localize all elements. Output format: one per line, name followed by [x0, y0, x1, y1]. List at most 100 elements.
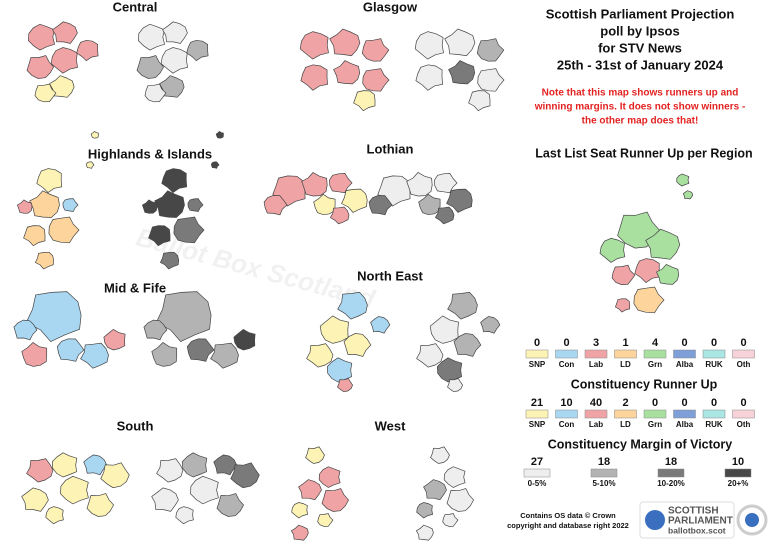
constituency-runner-up — [36, 168, 63, 193]
constituency-margin — [233, 328, 256, 351]
constituency-margin — [414, 31, 444, 60]
logo-badge — [736, 504, 768, 536]
region-list-runner-up — [599, 237, 626, 263]
title-line: 25th - 31st of January 2024 — [557, 57, 724, 72]
constituency-margin — [453, 333, 482, 357]
logo: SCOTTISH PARLIAMENT ballotbox.scot — [639, 501, 768, 539]
constituency-runner-up — [28, 23, 56, 51]
constituency-margin — [447, 291, 478, 320]
legend-count: 0 — [563, 337, 569, 349]
constituency-margin — [216, 493, 245, 517]
constituency-margin — [151, 487, 179, 512]
constituency-margin — [136, 55, 165, 79]
legend-party: Oth — [737, 360, 751, 369]
legend-swatch — [702, 349, 726, 359]
region-title: West — [375, 418, 406, 433]
constituency-margin — [159, 251, 180, 270]
constituency-margin — [186, 338, 215, 362]
constituency-runner-up — [34, 251, 55, 270]
title-line: Scottish Parliament Projection — [546, 6, 735, 21]
legend-party: Lab — [589, 420, 603, 429]
legend-swatch — [584, 409, 608, 419]
region-title: Highlands & Islands — [88, 146, 212, 161]
legend-swatch — [614, 409, 637, 419]
margin-swatch — [657, 468, 685, 478]
section-title: Constituency Margin of Victory — [548, 437, 733, 451]
legend-party: Lab — [589, 360, 603, 369]
constituency-runner-up — [52, 21, 78, 44]
legend-swatch — [732, 349, 755, 359]
legend-swatch — [584, 349, 608, 359]
constituency-margin — [181, 452, 208, 478]
constituency-margin — [148, 225, 171, 247]
constituency-margin — [442, 513, 459, 527]
legend-swatch — [643, 349, 667, 359]
constituency-runner-up — [23, 225, 46, 247]
constituency-runner-up — [49, 75, 75, 98]
constituency-runner-up — [305, 446, 325, 464]
legend-count: 0 — [534, 337, 540, 349]
constituency-runner-up — [86, 493, 115, 517]
constituency-margin — [211, 161, 220, 169]
legend-party: LD — [620, 360, 631, 369]
constituency-margin — [151, 342, 178, 367]
legend-party: Grn — [648, 420, 662, 429]
margin-count: 10 — [732, 456, 744, 468]
note: the other map does that! — [582, 116, 699, 127]
constituency-runner-up — [103, 328, 126, 351]
constituency-margin — [154, 190, 185, 218]
constituency-margin — [480, 316, 501, 334]
region-list-runner-up — [633, 286, 665, 314]
constituency-runner-up — [317, 513, 334, 527]
constituency-margin — [144, 83, 167, 103]
constituency-margin — [415, 64, 443, 91]
constituency-runner-up — [313, 193, 336, 216]
constituency-margin — [141, 199, 158, 214]
constituency-margin — [416, 343, 444, 368]
constituency-runner-up — [25, 291, 82, 343]
legend-count: 0 — [681, 397, 687, 409]
constituency-runner-up — [329, 206, 350, 225]
margin-swatch — [590, 468, 618, 478]
note: Note that this map shows runners up and — [542, 88, 739, 99]
region-title: Glasgow — [363, 0, 418, 14]
constituency-margin — [162, 21, 188, 44]
constituency-margin — [159, 75, 185, 98]
constituency-margin — [477, 68, 505, 92]
constituency-margin — [210, 342, 239, 369]
margin-count: 18 — [598, 456, 610, 468]
constituency-runner-up — [56, 338, 85, 362]
logo-text: PARLIAMENT — [668, 516, 733, 527]
constituency-runner-up — [321, 488, 350, 512]
legend-count: 0 — [711, 397, 717, 409]
constituency-margin — [415, 524, 434, 541]
margin-count: 27 — [531, 456, 543, 468]
constituency-margin — [160, 47, 188, 74]
region-list-runner-up — [676, 173, 690, 187]
constituency-margin — [190, 475, 219, 505]
constituency-runner-up — [362, 68, 390, 92]
constituency-margin — [468, 90, 491, 112]
constituency-runner-up — [333, 60, 361, 85]
legend-party: Oth — [737, 420, 751, 429]
constituency-runner-up — [48, 216, 80, 244]
margin-label: 10-20% — [657, 479, 685, 488]
constituency-runner-up — [13, 319, 38, 341]
constituency-margin — [173, 216, 205, 244]
legend-swatch — [555, 409, 578, 419]
legend-swatch — [643, 409, 667, 419]
region-title: Central — [113, 0, 158, 14]
constituency-runner-up — [83, 454, 108, 476]
region-list-runner-up — [634, 258, 661, 283]
legend-swatch — [732, 409, 755, 419]
constituency-runner-up — [318, 466, 341, 488]
legend-party: RUK — [705, 360, 723, 369]
constituency-margin — [448, 60, 476, 85]
constituency-margin — [430, 446, 450, 464]
constituency-runner-up — [300, 64, 328, 91]
constituency-margin — [156, 458, 184, 483]
constituency-margin — [447, 378, 463, 393]
margin-count: 18 — [665, 456, 677, 468]
constituency-runner-up — [80, 342, 109, 369]
